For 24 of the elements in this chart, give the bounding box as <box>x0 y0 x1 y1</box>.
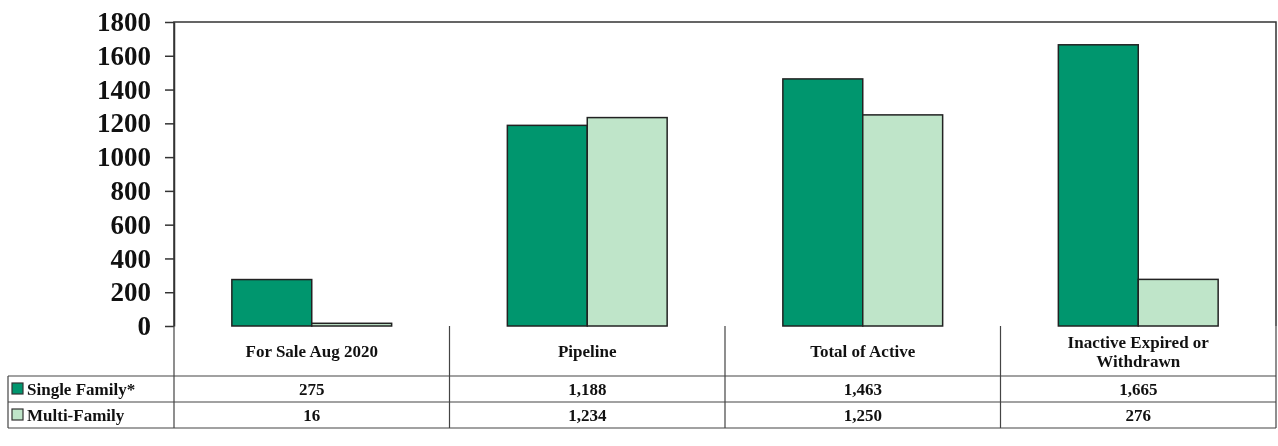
y-tick-label: 600 <box>110 209 151 240</box>
y-tick-label: 1200 <box>97 108 151 139</box>
data-label: 1,250 <box>843 406 882 425</box>
y-tick-label: 1600 <box>97 40 151 71</box>
x-tick-label: Pipeline <box>557 342 617 361</box>
data-label: 276 <box>1125 406 1151 425</box>
y-tick-label: 800 <box>110 176 151 207</box>
y-tick-label: 0 <box>137 311 151 342</box>
y-tick-label: 400 <box>110 243 151 274</box>
data-label: 1,234 <box>568 406 607 425</box>
x-tick-label: Total of Active <box>810 342 916 361</box>
y-tick-label: 1800 <box>97 7 151 38</box>
data-label: 1,188 <box>568 380 607 399</box>
y-tick-label: 1000 <box>97 142 151 173</box>
data-label: 16 <box>303 406 321 425</box>
data-label: 1,463 <box>843 380 882 399</box>
legend-label: Multi-Family <box>27 406 125 425</box>
x-tick-label: Inactive Expired or Withdrawn <box>1067 332 1210 371</box>
data-label: 1,665 <box>1119 380 1158 399</box>
data-label: 275 <box>299 380 325 399</box>
legend-label: Single Family* <box>27 380 136 399</box>
y-tick-label: 1400 <box>97 74 151 105</box>
y-tick-label: 200 <box>110 277 151 308</box>
x-tick-label: For Sale Aug 2020 <box>245 342 378 361</box>
